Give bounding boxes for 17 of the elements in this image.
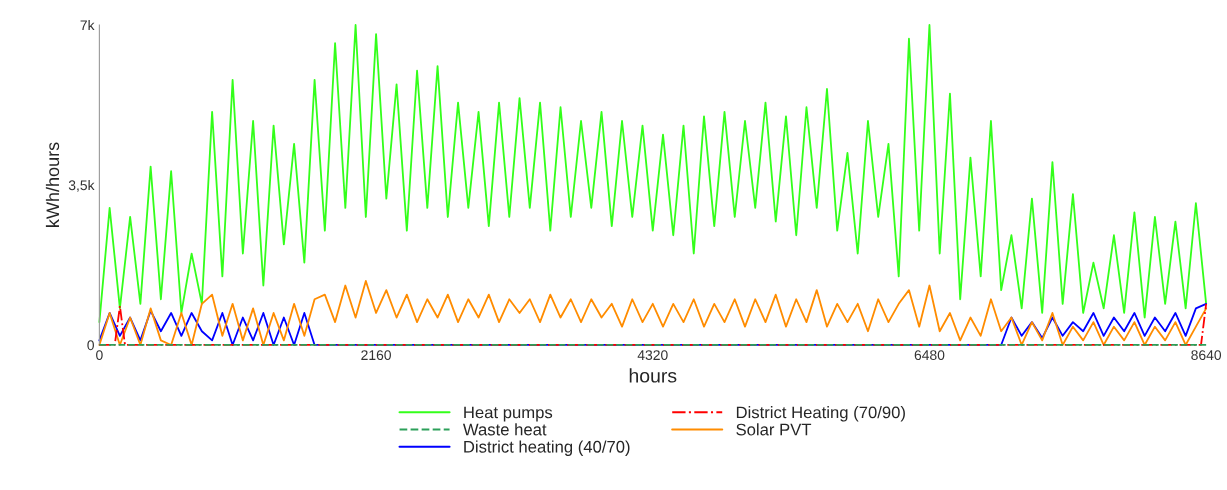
- legend-label: District Heating (70/90): [736, 406, 905, 422]
- legend-label: District heating (40/70): [464, 440, 630, 456]
- x-tick-label: 0: [96, 350, 103, 361]
- x-tick-label: 2160: [361, 350, 391, 361]
- x-tick-label: 8640: [1191, 350, 1222, 361]
- x-tick-label: 4320: [637, 350, 668, 361]
- line-series: [98, 302, 1208, 346]
- x-tick-label: 6480: [914, 350, 945, 361]
- y-axis-title: kWh/hours: [45, 142, 60, 227]
- x-axis-title: hours: [629, 368, 677, 383]
- line-series: [98, 280, 1208, 346]
- y-tick-label: 7k: [80, 19, 95, 31]
- legend-label: Solar PVT: [736, 423, 812, 436]
- legend-label: Heat pumps: [464, 406, 553, 422]
- y-tick-label: 0: [87, 340, 94, 351]
- y-tick-label: 3,5k: [68, 179, 95, 192]
- legend-label: Waste heat: [462, 423, 547, 436]
